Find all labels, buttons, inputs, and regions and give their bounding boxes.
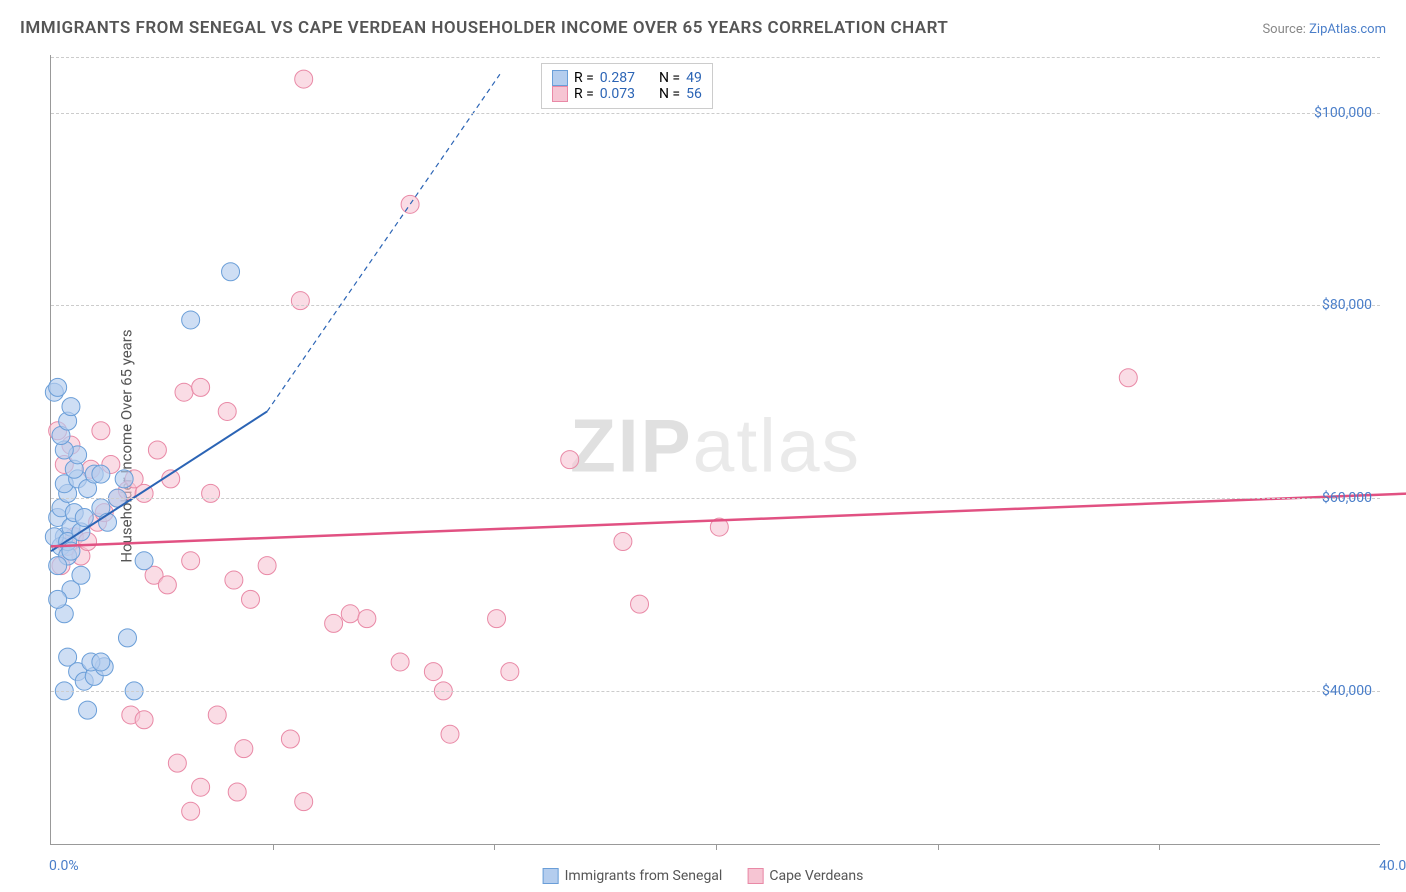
data-point [222, 263, 240, 281]
data-point [49, 590, 67, 608]
data-point [115, 470, 133, 488]
y-tick-label: $60,000 [1322, 490, 1372, 506]
x-minor-tick [494, 844, 495, 850]
data-point [192, 778, 210, 796]
data-point [295, 793, 313, 811]
data-point [79, 701, 97, 719]
y-tick-label: $80,000 [1322, 297, 1372, 313]
r-label: R = [574, 86, 594, 102]
grid-line [51, 305, 1380, 306]
y-tick-label: $40,000 [1322, 683, 1372, 699]
r-value: 0.287 [600, 70, 635, 86]
chart-title: IMMIGRANTS FROM SENEGAL VS CAPE VERDEAN … [20, 18, 948, 38]
data-point [1119, 369, 1137, 387]
data-point [208, 706, 226, 724]
legend-swatch [552, 70, 568, 86]
data-point [225, 571, 243, 589]
data-point [75, 508, 93, 526]
data-point [135, 711, 153, 729]
legend-swatch [747, 868, 763, 884]
data-point [291, 292, 309, 310]
r-label: R = [574, 70, 594, 86]
grid-line [51, 57, 1380, 58]
data-point [182, 552, 200, 570]
data-point [228, 783, 246, 801]
data-point [118, 629, 136, 647]
data-point [202, 484, 220, 502]
stats-legend-box: R = 0.287 N = 49 R = 0.073 N = 56 [541, 63, 713, 109]
data-point [49, 378, 67, 396]
data-point [182, 311, 200, 329]
stats-legend-row: R = 0.073 N = 56 [552, 86, 702, 102]
x-tick-label: 40.0% [1379, 858, 1406, 874]
data-point [72, 566, 90, 584]
legend-label: Cape Verdeans [769, 868, 863, 884]
data-point [92, 422, 110, 440]
data-point [501, 663, 519, 681]
x-minor-tick [716, 844, 717, 850]
data-point [281, 730, 299, 748]
data-point [488, 610, 506, 628]
chart-container: IMMIGRANTS FROM SENEGAL VS CAPE VERDEAN … [0, 0, 1406, 892]
data-point [182, 802, 200, 820]
y-tick-label: $100,000 [1314, 105, 1372, 121]
source-attribution: Source: ZipAtlas.com [1262, 22, 1386, 37]
data-point [168, 754, 186, 772]
data-point [561, 451, 579, 469]
x-minor-tick [273, 844, 274, 850]
bottom-legend: Immigrants from Senegal Cape Verdeans [543, 868, 864, 884]
data-point [192, 378, 210, 396]
data-point [92, 653, 110, 671]
n-label: N = [659, 70, 680, 86]
data-point [325, 614, 343, 632]
data-point [148, 441, 166, 459]
x-tick-label: 0.0% [49, 858, 79, 874]
source-link[interactable]: ZipAtlas.com [1309, 22, 1386, 37]
n-label: N = [659, 86, 680, 102]
data-point [49, 557, 67, 575]
r-value: 0.073 [600, 86, 635, 102]
data-point [424, 663, 442, 681]
data-point [218, 402, 236, 420]
data-point [631, 595, 649, 613]
trend-line-extrapolated [267, 74, 500, 411]
legend-swatch [543, 868, 559, 884]
data-point [358, 610, 376, 628]
data-point [242, 590, 260, 608]
plot-area: ZIPatlas $40,000$60,000$80,000$100,0000.… [50, 55, 1380, 845]
scatter-plot-svg [51, 55, 1380, 844]
data-point [295, 70, 313, 88]
n-value: 56 [686, 86, 702, 102]
grid-line [51, 113, 1380, 114]
bottom-legend-item: Cape Verdeans [747, 868, 863, 884]
grid-line [51, 691, 1380, 692]
bottom-legend-item: Immigrants from Senegal [543, 868, 723, 884]
grid-line [51, 498, 1380, 499]
data-point [62, 398, 80, 416]
data-point [235, 740, 253, 758]
legend-label: Immigrants from Senegal [565, 868, 723, 884]
source-label: Source: [1262, 22, 1305, 37]
data-point [92, 465, 110, 483]
x-minor-tick [1159, 844, 1160, 850]
data-point [99, 513, 117, 531]
x-minor-tick [938, 844, 939, 850]
data-point [391, 653, 409, 671]
data-point [135, 552, 153, 570]
data-point [441, 725, 459, 743]
data-point [341, 605, 359, 623]
data-point [258, 557, 276, 575]
n-value: 49 [686, 70, 702, 86]
data-point [614, 533, 632, 551]
stats-legend-row: R = 0.287 N = 49 [552, 70, 702, 86]
legend-swatch [552, 86, 568, 102]
data-point [175, 383, 193, 401]
trend-line [51, 493, 1406, 546]
data-point [158, 576, 176, 594]
